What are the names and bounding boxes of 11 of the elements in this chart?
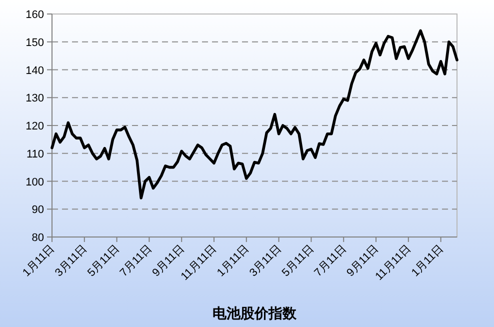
y-tick-label: 160 <box>26 9 44 21</box>
y-tick-label: 80 <box>32 232 44 244</box>
line-series <box>50 29 458 200</box>
y-tick-label: 90 <box>32 204 44 216</box>
y-tick-label: 120 <box>26 120 44 132</box>
y-tick-label: 150 <box>26 36 44 49</box>
y-tick-label: 130 <box>26 92 44 105</box>
y-tick-label: 140 <box>26 64 44 77</box>
x-axis-title: 电池股价指数 <box>212 305 298 321</box>
y-tick-label: 110 <box>26 148 44 160</box>
y-tick-label: 100 <box>26 176 44 188</box>
